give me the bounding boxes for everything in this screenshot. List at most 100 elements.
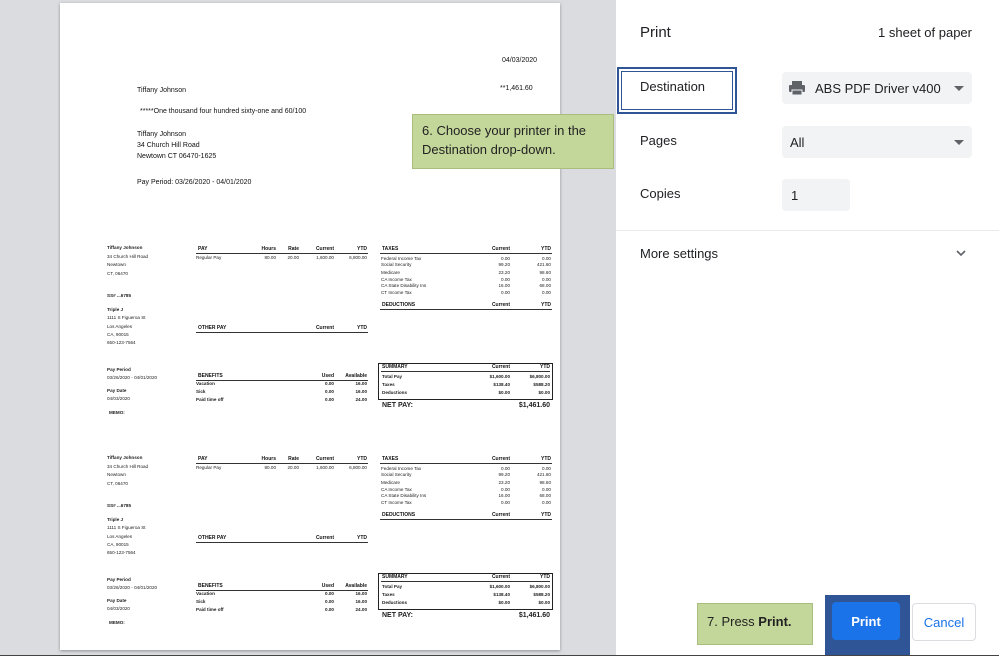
deductions-col: DEDUCTIONS: [382, 512, 416, 518]
deductions-header: DEDUCTIONS Current YTD: [380, 302, 552, 310]
summary-row-cell: $0.00: [498, 600, 511, 605]
copies-input[interactable]: 1: [782, 179, 850, 211]
pay-period-label: Pay Period: [107, 577, 131, 582]
destination-select[interactable]: ABS PDF Driver v400: [782, 72, 972, 104]
tax-row-cell: 23.20: [498, 480, 511, 485]
check-amount-words: *****One thousand four hundred sixty-one…: [140, 108, 307, 115]
employee-city: Newtown: [107, 262, 126, 267]
deductions-col: DEDUCTIONS: [382, 302, 416, 308]
summary-row-cell: Total Pay: [382, 374, 403, 379]
employee-ssn: SS# ...6785: [107, 503, 132, 508]
cancel-button[interactable]: Cancel: [912, 603, 976, 641]
print-button[interactable]: Print: [832, 602, 900, 640]
pay-period-label: Pay Period: [107, 367, 131, 372]
tax-row-cell: 16.00: [498, 283, 511, 288]
benefit-row-cell: Vacation: [196, 591, 215, 596]
print-preview-area: 04/03/2020 Tiffany Johnson **1,461.60 **…: [0, 0, 616, 655]
summary-row-cell: $1,600.00: [489, 374, 510, 379]
pay-ytd: 6,800.00: [349, 465, 367, 470]
net-pay-amount: $1,461.60: [518, 612, 550, 619]
tax-row-cell: Federal Income Tax: [381, 256, 422, 261]
current-col: Current: [491, 456, 510, 462]
current-col: Current: [315, 246, 334, 252]
other-pay-col: OTHER PAY: [198, 535, 227, 541]
tax-row-cell: 0.00: [501, 256, 510, 261]
pay-date-label: Pay Date: [107, 598, 127, 603]
summary-row: Taxes $138.40 $588.20: [382, 382, 550, 388]
pay-date: 04/03/2020: [107, 606, 130, 611]
employer-phone: 650-123-7564: [107, 550, 136, 555]
summary-row: Deductions $0.00 $0.00: [382, 600, 550, 606]
employer-state-zip: CA, 90015: [107, 542, 129, 547]
taxes-col: TAXES: [382, 456, 399, 462]
pay-stub: Tiffany Johnson 34 Church Hill Road Newt…: [60, 455, 560, 655]
tax-row-cell: 68.00: [539, 493, 552, 498]
copies-value: 1: [791, 187, 799, 203]
copies-label: Copies: [640, 186, 681, 201]
chevron-down-icon: [956, 250, 966, 257]
tax-row-cell: 0.00: [501, 290, 510, 295]
tax-row-cell: Social Security: [381, 472, 412, 477]
tax-row: CT Income Tax 0.00 0.00: [381, 500, 552, 506]
step-7-bold-text: Print.: [758, 614, 792, 629]
tax-row-cell: CA Income Tax: [381, 487, 412, 492]
available-col: Available: [345, 373, 367, 379]
pay-col: PAY: [198, 456, 208, 462]
ytd-col: YTD: [541, 246, 551, 252]
employer-street: 1111 S Figueroa St: [107, 525, 146, 530]
tax-row-cell: 0.00: [501, 500, 510, 505]
current-col: Current: [491, 302, 510, 308]
tax-row-cell: 421.60: [536, 472, 551, 477]
employer-name: Triple J: [107, 517, 124, 522]
pay-current: 1,600.00: [316, 255, 334, 260]
tax-row-cell: 0.00: [542, 256, 551, 261]
pay-rate: 20.00: [287, 465, 300, 470]
ytd-col: YTD: [541, 456, 551, 462]
employer-state-zip: CA, 90015: [107, 332, 129, 337]
tax-row-cell: CT Income Tax: [381, 500, 412, 505]
pages-select[interactable]: All: [782, 126, 972, 158]
benefit-row-cell: 0.00: [325, 397, 334, 402]
tax-row-cell: 0.00: [501, 277, 510, 282]
pay-col: PAY: [198, 246, 208, 252]
summary-row-cell: $0.00: [498, 390, 511, 395]
check-payee: Tiffany Johnson: [137, 87, 187, 94]
other-pay-col: OTHER PAY: [198, 325, 227, 331]
check-pay-period: Pay Period: 03/26/2020 - 04/01/2020: [137, 179, 252, 186]
employee-state-zip: CT, 06470: [107, 271, 128, 276]
tax-row-cell: 421.60: [536, 262, 551, 267]
benefits-col: BENEFITS: [198, 373, 223, 379]
destination-highlight: [617, 67, 737, 114]
tax-row: Federal Income Tax 0.00 0.00: [381, 256, 552, 262]
divider: [616, 230, 999, 231]
benefits-header: BENEFITS Used Available: [196, 373, 368, 381]
benefit-row-cell: Paid time off: [196, 607, 224, 612]
current-col: Current: [491, 512, 510, 518]
dropdown-caret-icon: [954, 86, 964, 91]
tax-row-cell: 0.00: [542, 277, 551, 282]
pay-hours: 80.00: [264, 465, 277, 470]
more-settings-toggle[interactable]: More settings: [616, 236, 999, 274]
current-col: Current: [491, 574, 510, 580]
benefit-row-cell: Sick: [196, 599, 206, 604]
tax-row-cell: 98.60: [539, 480, 552, 485]
check-address-name: Tiffany Johnson: [137, 131, 187, 138]
pay-type: Regular Pay: [196, 465, 222, 470]
net-pay-label: NET PAY:: [382, 612, 413, 619]
summary-box: SUMMARY Current YTD Total Pay $1,600.00 $6…: [378, 363, 553, 400]
summary-row-cell: $0.00: [538, 600, 551, 605]
employer-city: Los Angeles: [107, 534, 133, 539]
employer-name: Triple J: [107, 307, 124, 312]
benefit-row: Paid time off 0.00 24.00: [196, 607, 368, 613]
pay-date: 04/03/2020: [107, 396, 130, 401]
tax-row-cell: CA State Disability Ins: [381, 283, 427, 288]
employee-state-zip: CT, 06470: [107, 481, 128, 486]
pages-label: Pages: [640, 133, 677, 148]
pay-type: Regular Pay: [196, 255, 222, 260]
benefits-header: BENEFITS Used Available: [196, 583, 368, 591]
print-title: Print: [640, 24, 671, 41]
ytd-col: YTD: [357, 246, 367, 252]
benefit-row: Vacation 0.00 16.00: [196, 591, 368, 597]
available-col: Available: [345, 583, 367, 589]
current-col: Current: [315, 535, 334, 541]
